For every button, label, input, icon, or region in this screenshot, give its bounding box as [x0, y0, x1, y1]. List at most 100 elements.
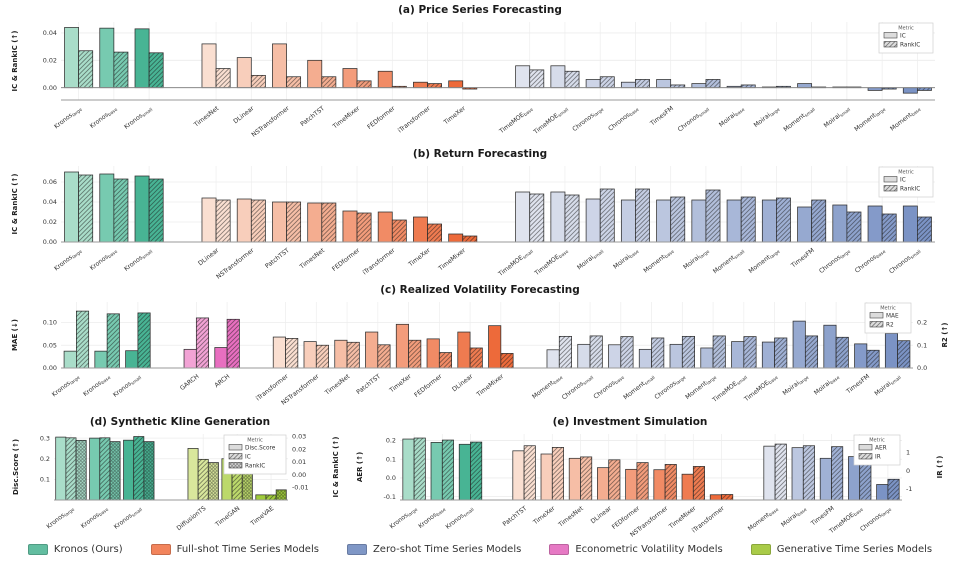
legend-item-label: Full-shot Time Series Models [176, 544, 319, 555]
svg-text:TimeMOEbase: TimeMOEbase [742, 373, 779, 405]
svg-text:MAE (↓): MAE (↓) [11, 319, 19, 351]
svg-text:Kronossmall: Kronossmall [445, 505, 476, 532]
legend-item-label: Kronos (Ours) [53, 544, 123, 555]
svg-text:Metric: Metric [898, 170, 914, 176]
svg-text:TimeMixer: TimeMixer [475, 373, 506, 399]
svg-text:TimeMixer: TimeMixer [437, 247, 468, 273]
svg-text:0: 0 [906, 467, 910, 475]
svg-text:IR (↑): IR (↑) [936, 456, 944, 479]
svg-text:TimeGAN: TimeGAN [214, 505, 242, 529]
svg-text:PatchTST: PatchTST [264, 247, 291, 270]
svg-text:R2 (↑): R2 (↑) [941, 323, 949, 348]
svg-text:0.00: 0.00 [43, 84, 57, 92]
svg-text:Kronoslarge: Kronoslarge [45, 505, 76, 532]
svg-text:TimeMOEsmall: TimeMOEsmall [497, 247, 535, 279]
svg-text:iTransformer: iTransformer [362, 247, 397, 277]
svg-text:Momentsmall: Momentsmall [782, 105, 816, 134]
svg-text:Moiraibase: Moiraibase [718, 105, 746, 130]
svg-text:AER (↑): AER (↑) [356, 452, 364, 482]
svg-text:1: 1 [906, 449, 910, 457]
svg-text:PatchTST: PatchTST [299, 105, 326, 128]
svg-text:TimeXer: TimeXer [388, 373, 414, 395]
svg-text:TimeMixer: TimeMixer [331, 105, 362, 131]
svg-text:RankIC: RankIC [900, 42, 920, 48]
legend-item: Full-shot Time Series Models [150, 544, 319, 555]
svg-text:Momentsmall: Momentsmall [712, 247, 746, 276]
panel-c-title: (c) Realized Volatility Forecasting [380, 284, 580, 296]
svg-text:Metric: Metric [869, 438, 885, 444]
svg-text:ARCH: ARCH [213, 373, 231, 389]
svg-text:0.00: 0.00 [43, 364, 57, 372]
svg-text:0.0: 0.0 [917, 364, 927, 372]
panel-e-title: (e) Investment Simulation [552, 416, 708, 428]
svg-text:Kronossmall: Kronossmall [113, 505, 144, 532]
svg-text:NSTransformer: NSTransformer [250, 105, 291, 139]
svg-text:PatchTST: PatchTST [502, 505, 529, 528]
svg-text:Moirailarge: Moirailarge [782, 373, 811, 398]
svg-text:Kronosbase: Kronosbase [80, 505, 110, 531]
legend-item-label: Generative Time Series Models [776, 544, 933, 555]
svg-text:TimesFM: TimesFM [809, 505, 836, 528]
svg-text:Chronossmall: Chronossmall [888, 247, 922, 276]
svg-text:Kronossmall: Kronossmall [112, 373, 143, 400]
svg-text:0.00: 0.00 [43, 238, 57, 246]
svg-text:TimeMOEbase: TimeMOEbase [498, 105, 535, 137]
svg-text:0.02: 0.02 [292, 445, 306, 453]
svg-text:RankIC: RankIC [245, 463, 265, 469]
svg-text:MAE: MAE [886, 313, 899, 319]
legend-color-swatch [549, 544, 570, 555]
legend-item: Kronos (Ours) [27, 544, 123, 555]
svg-text:0.03: 0.03 [292, 433, 306, 441]
svg-text:0.04: 0.04 [43, 198, 57, 206]
svg-text:Chronoslarge: Chronoslarge [653, 373, 687, 402]
svg-text:Momentbase: Momentbase [747, 505, 780, 534]
svg-text:TimesFM: TimesFM [789, 247, 816, 270]
svg-text:IC & RankIC (↑): IC & RankIC (↑) [332, 437, 340, 498]
svg-text:Momentbase: Momentbase [642, 247, 675, 276]
svg-text:RankIC: RankIC [900, 186, 920, 192]
svg-text:0.3: 0.3 [40, 434, 50, 442]
svg-text:0.02: 0.02 [43, 218, 57, 226]
svg-text:GARCH: GARCH [179, 373, 201, 392]
svg-text:TimeMOEbase: TimeMOEbase [533, 247, 570, 279]
svg-text:0.04: 0.04 [43, 29, 57, 37]
svg-text:Kronoslarge: Kronoslarge [53, 105, 84, 132]
panel-d-chart: 0.1 0.2 0.3 -0.01 0.00 0.01 0.02 0.03 Disc.Score… [12, 433, 340, 532]
svg-text:Disc.Score (↑): Disc.Score (↑) [12, 439, 20, 495]
svg-text:Moirailarge: Moirailarge [753, 105, 782, 130]
legend-color-swatch [27, 544, 48, 555]
svg-text:IR: IR [875, 454, 881, 460]
svg-text:0.0: 0.0 [386, 474, 396, 482]
svg-text:DiffusionTS: DiffusionTS [176, 505, 208, 532]
svg-text:0.01: 0.01 [292, 458, 306, 466]
legend-color-swatch [750, 544, 771, 555]
svg-text:Metric: Metric [880, 306, 896, 312]
svg-text:Chronossmall: Chronossmall [561, 373, 595, 402]
svg-text:R2: R2 [886, 322, 894, 328]
panel-d-title: (d) Synthetic Kline Generation [89, 416, 271, 428]
svg-text:AER: AER [875, 445, 887, 451]
svg-text:TimeXer: TimeXer [442, 105, 468, 127]
panel-a-title: (a) Price Series Forecasting [398, 4, 562, 16]
svg-text:Metric: Metric [247, 438, 263, 444]
svg-text:Chronoslarge: Chronoslarge [859, 505, 893, 534]
svg-text:0.10: 0.10 [43, 319, 57, 327]
panel-c-chart: 0.00 0.05 0.10 0.0 0.1 0.2 MAE (↓) R2 (↑) Kronos… [11, 302, 949, 407]
svg-text:TimeMOEsmall: TimeMOEsmall [532, 105, 570, 137]
svg-text:0.1: 0.1 [40, 476, 50, 484]
legend-item: Econometric Volatility Models [549, 544, 723, 555]
svg-text:Chronosbase: Chronosbase [854, 247, 888, 276]
category-legend: Kronos (Ours) Full-shot Time Series Mode… [0, 544, 960, 555]
svg-text:TimesNet: TimesNet [323, 373, 352, 397]
svg-text:-0.01: -0.01 [292, 484, 309, 492]
svg-text:iTransformer: iTransformer [397, 105, 432, 135]
svg-text:Kronosbase: Kronosbase [89, 105, 119, 131]
legend-item-label: Econometric Volatility Models [575, 544, 723, 555]
svg-text:-0.1: -0.1 [384, 493, 396, 501]
svg-text:FEDformer: FEDformer [331, 247, 362, 273]
svg-text:Chronosbase: Chronosbase [592, 373, 626, 402]
svg-text:0.2: 0.2 [386, 437, 396, 445]
svg-text:Momentbase: Momentbase [889, 105, 922, 134]
svg-text:TimesFM: TimesFM [648, 105, 675, 128]
